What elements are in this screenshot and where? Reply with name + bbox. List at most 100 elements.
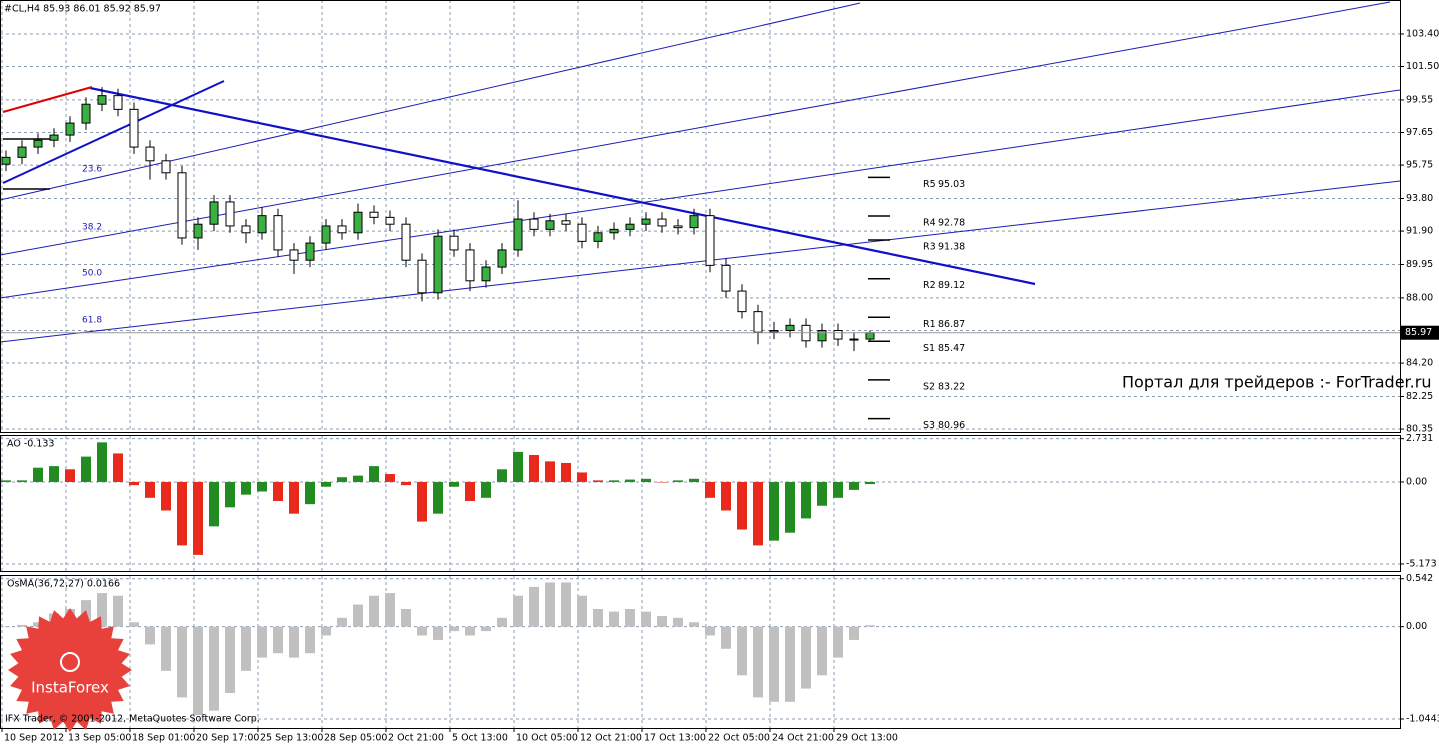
candle-body bbox=[321, 225, 331, 244]
histogram-bar bbox=[497, 617, 507, 627]
histogram-bar bbox=[257, 626, 267, 658]
histogram-bar bbox=[817, 481, 827, 506]
histogram-bar bbox=[705, 626, 715, 636]
histogram-bar bbox=[289, 626, 299, 658]
histogram-bar bbox=[481, 626, 491, 632]
logo: InstaForex bbox=[8, 608, 132, 732]
histogram-bar bbox=[641, 478, 651, 482]
histogram-bar bbox=[177, 481, 187, 546]
histogram-bar bbox=[545, 461, 555, 482]
histogram-bar bbox=[273, 481, 283, 501]
pivot-value: 92.78 bbox=[938, 217, 965, 228]
pivot-value: 83.22 bbox=[938, 381, 965, 392]
histogram-bar bbox=[673, 617, 683, 627]
histogram-bar bbox=[17, 480, 27, 482]
histogram-bar bbox=[561, 462, 571, 482]
candle-body bbox=[849, 338, 859, 341]
candle-body bbox=[129, 108, 139, 148]
x-tick-label: 10 Oct 05:00 bbox=[516, 733, 578, 744]
histogram-bar bbox=[465, 626, 475, 636]
candle-body bbox=[481, 266, 491, 282]
trend-line bbox=[2, 86, 93, 113]
histogram-bar bbox=[545, 582, 555, 627]
histogram-bar bbox=[689, 622, 699, 627]
histogram-bar bbox=[305, 626, 315, 654]
candle-body bbox=[81, 103, 91, 124]
main-panel bbox=[0, 0, 1401, 433]
x-tick-label: 28 Sep 05:00 bbox=[324, 733, 387, 744]
candle-body bbox=[449, 235, 459, 251]
histogram-bar bbox=[657, 481, 667, 483]
histogram-bar bbox=[721, 626, 731, 649]
histogram-bar bbox=[369, 595, 379, 627]
candle-body bbox=[401, 223, 411, 261]
histogram-bar bbox=[401, 481, 411, 486]
histogram-bar bbox=[97, 593, 107, 627]
chart-title: #CL,H4 85.93 86.01 85.92 85.97 bbox=[4, 4, 161, 15]
candle-body bbox=[65, 122, 75, 136]
pivot-name: S2 bbox=[923, 381, 935, 392]
histogram-bar bbox=[865, 625, 875, 627]
histogram-bar bbox=[433, 481, 443, 514]
y-tick-label: 99.55 bbox=[1406, 94, 1433, 105]
histogram-bar bbox=[161, 626, 171, 671]
y-tick-label: 91.90 bbox=[1406, 226, 1433, 237]
y-tick-label: 89.95 bbox=[1406, 259, 1433, 270]
histogram-bar bbox=[225, 626, 235, 693]
histogram-bar bbox=[577, 472, 587, 482]
candle-body bbox=[273, 215, 283, 251]
histogram-bar bbox=[97, 442, 107, 482]
histogram-bar bbox=[769, 626, 779, 702]
histogram-bar bbox=[257, 481, 267, 492]
candle-body bbox=[529, 218, 539, 230]
marks-layer bbox=[0, 87, 1400, 716]
candle-body bbox=[561, 220, 571, 225]
histogram-bar bbox=[561, 582, 571, 627]
pivot-name: R2 bbox=[923, 280, 936, 291]
histogram-bar bbox=[337, 477, 347, 482]
pivot-name: S3 bbox=[923, 420, 935, 431]
y-tick-label: 80.35 bbox=[1406, 424, 1433, 435]
channel-line bbox=[0, 180, 1401, 343]
pivot-value: 91.38 bbox=[938, 241, 965, 252]
candle-body bbox=[705, 215, 715, 266]
candle-body bbox=[433, 235, 443, 294]
pivot-name: R4 bbox=[923, 217, 936, 228]
osma-title: OsMA(36,72,27) 0.0166 bbox=[7, 579, 120, 590]
channel-line bbox=[0, 89, 1401, 299]
histogram-bar bbox=[321, 626, 331, 636]
candle-body bbox=[513, 218, 523, 251]
candle-body bbox=[609, 228, 619, 234]
histogram-bar bbox=[529, 455, 539, 482]
histogram-bar bbox=[449, 626, 459, 632]
grid-layer bbox=[0, 0, 1400, 728]
pivot-name: R5 bbox=[923, 179, 936, 190]
y-tick-label: 2.731 bbox=[1406, 433, 1433, 444]
y-tick-label: 82.25 bbox=[1406, 391, 1433, 402]
candle-body bbox=[353, 211, 363, 234]
y-tick-label: 93.80 bbox=[1406, 193, 1433, 204]
last-price-box bbox=[1401, 325, 1439, 340]
candle-body bbox=[161, 160, 171, 174]
candle-body bbox=[465, 249, 475, 282]
candle-body bbox=[257, 215, 267, 234]
histogram-bar bbox=[481, 481, 491, 498]
x-tick-label: 24 Oct 21:00 bbox=[772, 733, 834, 744]
logo-text: InstaForex bbox=[31, 679, 109, 697]
pivot-value: 85.47 bbox=[938, 343, 965, 354]
x-tick-label: 2 Oct 21:00 bbox=[388, 733, 444, 744]
copyright: IFX Trader, © 2001-2012, MetaQuotes Soft… bbox=[5, 714, 260, 725]
pivot-value: 80.96 bbox=[938, 420, 965, 431]
histogram-bar bbox=[321, 481, 331, 487]
fib-label: 23.6 bbox=[82, 165, 102, 175]
y-tick-label: 0.00 bbox=[1406, 476, 1427, 487]
histogram-bar bbox=[849, 481, 859, 490]
pivot-value: 95.03 bbox=[938, 179, 965, 190]
candle-body bbox=[673, 225, 683, 229]
candle-body bbox=[769, 329, 779, 333]
x-tick-label: 22 Oct 05:00 bbox=[708, 733, 770, 744]
histogram-bar bbox=[33, 467, 43, 482]
x-tick-label: 20 Sep 17:00 bbox=[196, 733, 259, 744]
histogram-bar bbox=[609, 611, 619, 627]
x-tick-label: 18 Sep 01:00 bbox=[132, 733, 195, 744]
